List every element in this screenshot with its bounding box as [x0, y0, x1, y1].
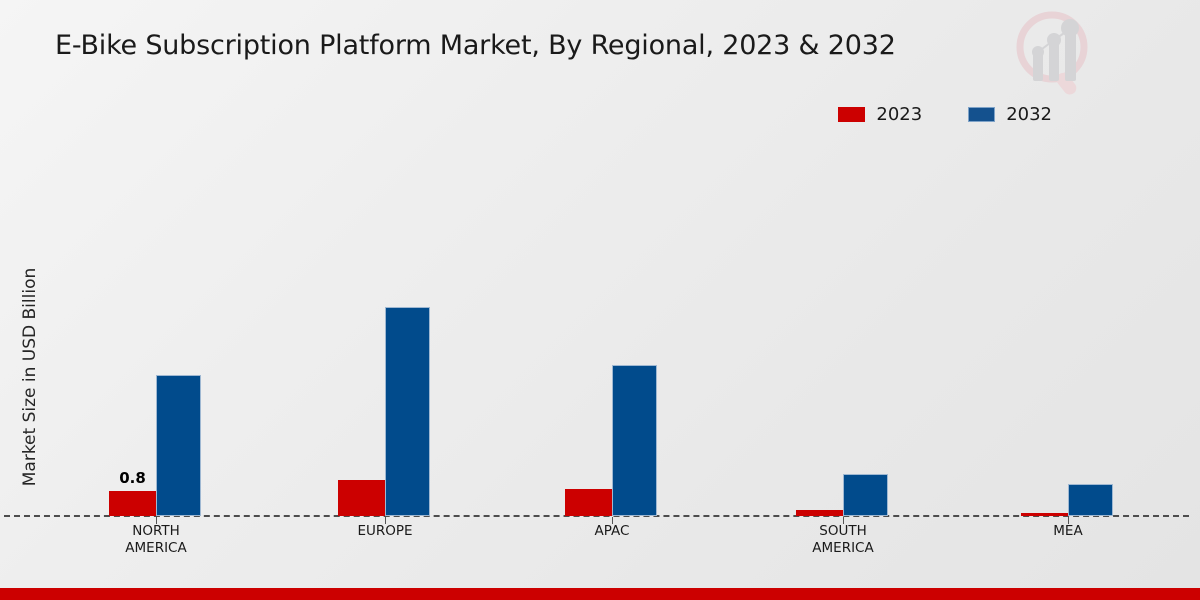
x-axis-label-apac: APAC — [502, 523, 722, 540]
x-axis-label-line: MEA — [1053, 523, 1083, 539]
bar-2023-mea[interactable] — [1021, 513, 1068, 516]
legend-label-2032: 2032 — [1006, 104, 1052, 125]
bar-2032-apac[interactable] — [612, 365, 657, 516]
bar-2023-south-america[interactable] — [796, 510, 843, 516]
x-axis-label-mea: MEA — [958, 523, 1178, 540]
x-axis-label-line: AMERICA — [812, 540, 874, 556]
bar-2032-south-america[interactable] — [843, 474, 888, 516]
legend-item-2023[interactable]: 2023 — [838, 104, 922, 125]
bar-2032-mea[interactable] — [1068, 484, 1113, 516]
axis-baseline — [4, 515, 1189, 517]
x-axis-tick-south-america — [843, 517, 844, 524]
legend-label-2023: 2023 — [876, 104, 923, 125]
x-axis-tick-north-america — [156, 517, 157, 524]
bar-2032-europe[interactable] — [385, 307, 430, 516]
x-axis-label-line: EUROPE — [357, 523, 413, 539]
bar-2023-europe[interactable] — [338, 480, 385, 516]
bar-2032-north-america[interactable] — [156, 375, 201, 516]
x-axis-tick-apac — [612, 517, 613, 524]
footer-accent-band — [0, 588, 1200, 600]
x-axis-tick-mea — [1068, 517, 1069, 524]
bar-2023-north-america[interactable] — [109, 491, 156, 516]
x-axis-label-line: AMERICA — [125, 540, 187, 556]
x-axis-tick-europe — [385, 517, 386, 524]
x-axis-label-south-america: SOUTH AMERICA — [733, 523, 953, 557]
chart-title: E-Bike Subscription Platform Market, By … — [55, 30, 896, 61]
x-axis-label-europe: EUROPE — [275, 523, 495, 540]
x-axis-label-line: NORTH — [132, 523, 180, 539]
x-axis-label-line: APAC — [594, 523, 630, 539]
bar-value-label: 0.8 — [119, 469, 146, 487]
x-axis-label-line: SOUTH — [819, 523, 867, 539]
legend-item-2032[interactable]: 2032 — [968, 104, 1052, 125]
x-axis-label-north-america: NORTH AMERICA — [46, 523, 266, 557]
legend-swatch-2023 — [838, 107, 866, 122]
chart-legend: 2023 2032 — [838, 104, 1052, 125]
legend-swatch-2032 — [968, 107, 996, 122]
bar-2023-apac[interactable] — [565, 489, 612, 516]
